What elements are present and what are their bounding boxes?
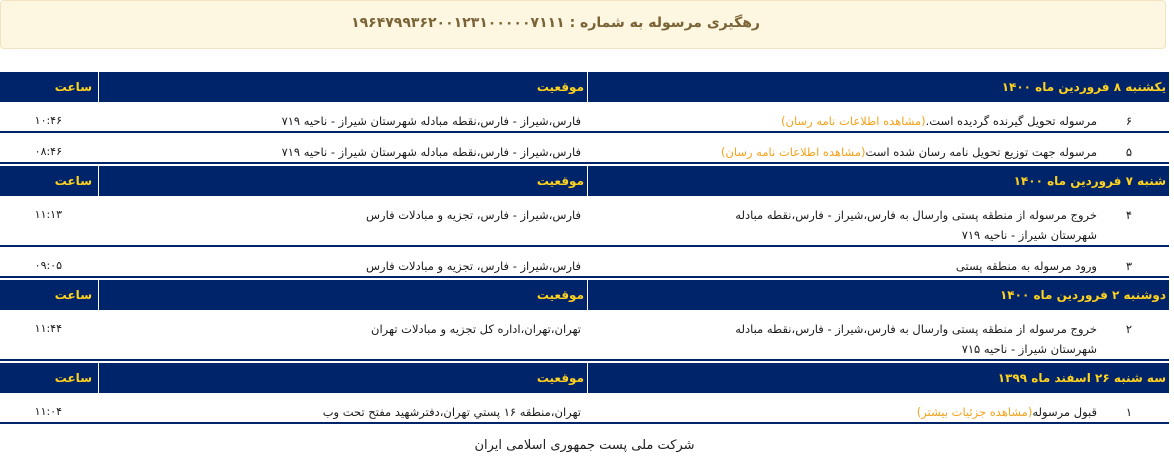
event-description: مرسوله تحویل گیرنده گردیده است. bbox=[925, 114, 1097, 128]
event-description: خروج مرسوله از منطقه پستی وارسال به فارس… bbox=[735, 208, 1097, 242]
footer-company-name: شرکت ملی پست جمهوری اسلامی ایران bbox=[474, 438, 695, 453]
date-section: دوشنبه ۲ فروردین ماه ۱۴۰۰ موقعیت ساعت ۲ خ… bbox=[0, 280, 1169, 361]
section-date: شنبه ۷ فروردین ماه ۱۴۰۰ bbox=[587, 166, 1169, 196]
date-section: یکشنبه ۸ فروردین ماه ۱۴۰۰ موقعیت ساعت ۶ م… bbox=[0, 72, 1169, 164]
column-header-location: موقعیت bbox=[98, 363, 587, 393]
section-date: دوشنبه ۲ فروردین ماه ۱۴۰۰ bbox=[587, 280, 1169, 310]
column-header-time: ساعت bbox=[54, 80, 92, 94]
event-description: قبول مرسوله bbox=[1032, 405, 1097, 419]
event-number: ۴ bbox=[1125, 208, 1133, 222]
column-header-time: ساعت bbox=[54, 288, 92, 302]
details-link[interactable]: (مشاهده اطلاعات نامه رسان) bbox=[781, 114, 926, 128]
event-number: ۲ bbox=[1125, 322, 1133, 336]
event-number: ۳ bbox=[1125, 259, 1133, 273]
table-row: ۶ مرسوله تحویل گیرنده گردیده است.(مشاهده… bbox=[0, 102, 1169, 133]
event-time: ۱۱:۱۳ bbox=[34, 208, 62, 221]
column-header-location: موقعیت bbox=[98, 280, 587, 310]
event-time: ۰۸:۴۶ bbox=[34, 145, 62, 158]
column-header-time: ساعت bbox=[54, 174, 92, 188]
details-link[interactable]: (مشاهده اطلاعات نامه رسان) bbox=[720, 145, 866, 159]
date-section: شنبه ۷ فروردین ماه ۱۴۰۰ موقعیت ساعت ۴ خرو… bbox=[0, 166, 1169, 278]
event-number: ۶ bbox=[1125, 114, 1133, 128]
tracking-table: یکشنبه ۸ فروردین ماه ۱۴۰۰ موقعیت ساعت ۶ م… bbox=[0, 72, 1169, 426]
event-location: تهران،تهران،اداره کل تجزیه و مبادلات تهر… bbox=[371, 322, 581, 336]
table-row: ۵ مرسوله جهت توزیع تحویل نامه رسان شده ا… bbox=[0, 133, 1169, 164]
event-location: فارس،شیراز - فارس، تجزیه و مبادلات فارس bbox=[365, 259, 581, 273]
tracking-banner: رهگیری مرسوله به شماره : ۱۹۶۴۷۹۹۳۶۲۰۰۱۲۳… bbox=[0, 0, 1166, 49]
event-location: فارس،شیراز - فارس، تجزیه و مبادلات فارس bbox=[365, 208, 581, 222]
date-section: سه شنبه ۲۶ اسفند ماه ۱۳۹۹ موقعیت ساعت ۱ ق… bbox=[0, 363, 1169, 424]
section-header: شنبه ۷ فروردین ماه ۱۴۰۰ موقعیت ساعت bbox=[0, 166, 1169, 196]
event-location: فارس،شیراز - فارس،نقطه مبادله شهرستان شی… bbox=[281, 145, 581, 159]
event-description: خروج مرسوله از منطقه پستی وارسال به فارس… bbox=[735, 322, 1097, 356]
event-description: ورود مرسوله به منطقه پستی bbox=[955, 259, 1097, 273]
event-time: ۰۹:۰۵ bbox=[34, 259, 62, 272]
event-location: فارس،شیراز - فارس،نقطه مبادله شهرستان شی… bbox=[281, 114, 581, 128]
event-time: ۱۱:۴۴ bbox=[34, 322, 62, 335]
event-time: ۱۱:۰۴ bbox=[34, 405, 62, 418]
section-header: یکشنبه ۸ فروردین ماه ۱۴۰۰ موقعیت ساعت bbox=[0, 72, 1169, 102]
event-time: ۱۰:۴۶ bbox=[34, 114, 62, 127]
column-header-time: ساعت bbox=[54, 371, 92, 385]
column-header-location: موقعیت bbox=[98, 72, 587, 102]
event-number: ۵ bbox=[1125, 145, 1133, 159]
table-row: ۳ ورود مرسوله به منطقه پستی فارس،شیراز -… bbox=[0, 247, 1169, 278]
event-description: مرسوله جهت توزیع تحویل نامه رسان شده است bbox=[865, 145, 1097, 159]
section-header: دوشنبه ۲ فروردین ماه ۱۴۰۰ موقعیت ساعت bbox=[0, 280, 1169, 310]
tracking-title: رهگیری مرسوله به شماره : ۱۹۶۴۷۹۹۳۶۲۰۰۱۲۳… bbox=[351, 15, 760, 31]
section-header: سه شنبه ۲۶ اسفند ماه ۱۳۹۹ موقعیت ساعت bbox=[0, 363, 1169, 393]
table-row: ۴ خروج مرسوله از منطقه پستی وارسال به فا… bbox=[0, 196, 1169, 247]
details-link[interactable]: (مشاهده جزئیات بیشتر) bbox=[916, 405, 1033, 419]
event-number: ۱ bbox=[1125, 405, 1133, 419]
table-row: ۱ قبول مرسوله(مشاهده جزئیات بیشتر) تهران… bbox=[0, 393, 1169, 424]
table-row: ۲ خروج مرسوله از منطقه پستی وارسال به فا… bbox=[0, 310, 1169, 361]
section-date: سه شنبه ۲۶ اسفند ماه ۱۳۹۹ bbox=[587, 363, 1169, 393]
column-header-location: موقعیت bbox=[98, 166, 587, 196]
section-date: یکشنبه ۸ فروردین ماه ۱۴۰۰ bbox=[587, 72, 1169, 102]
event-location: تهران،منطقه ۱۶ پستي تهران،دفترشهید مفتح … bbox=[322, 405, 581, 419]
